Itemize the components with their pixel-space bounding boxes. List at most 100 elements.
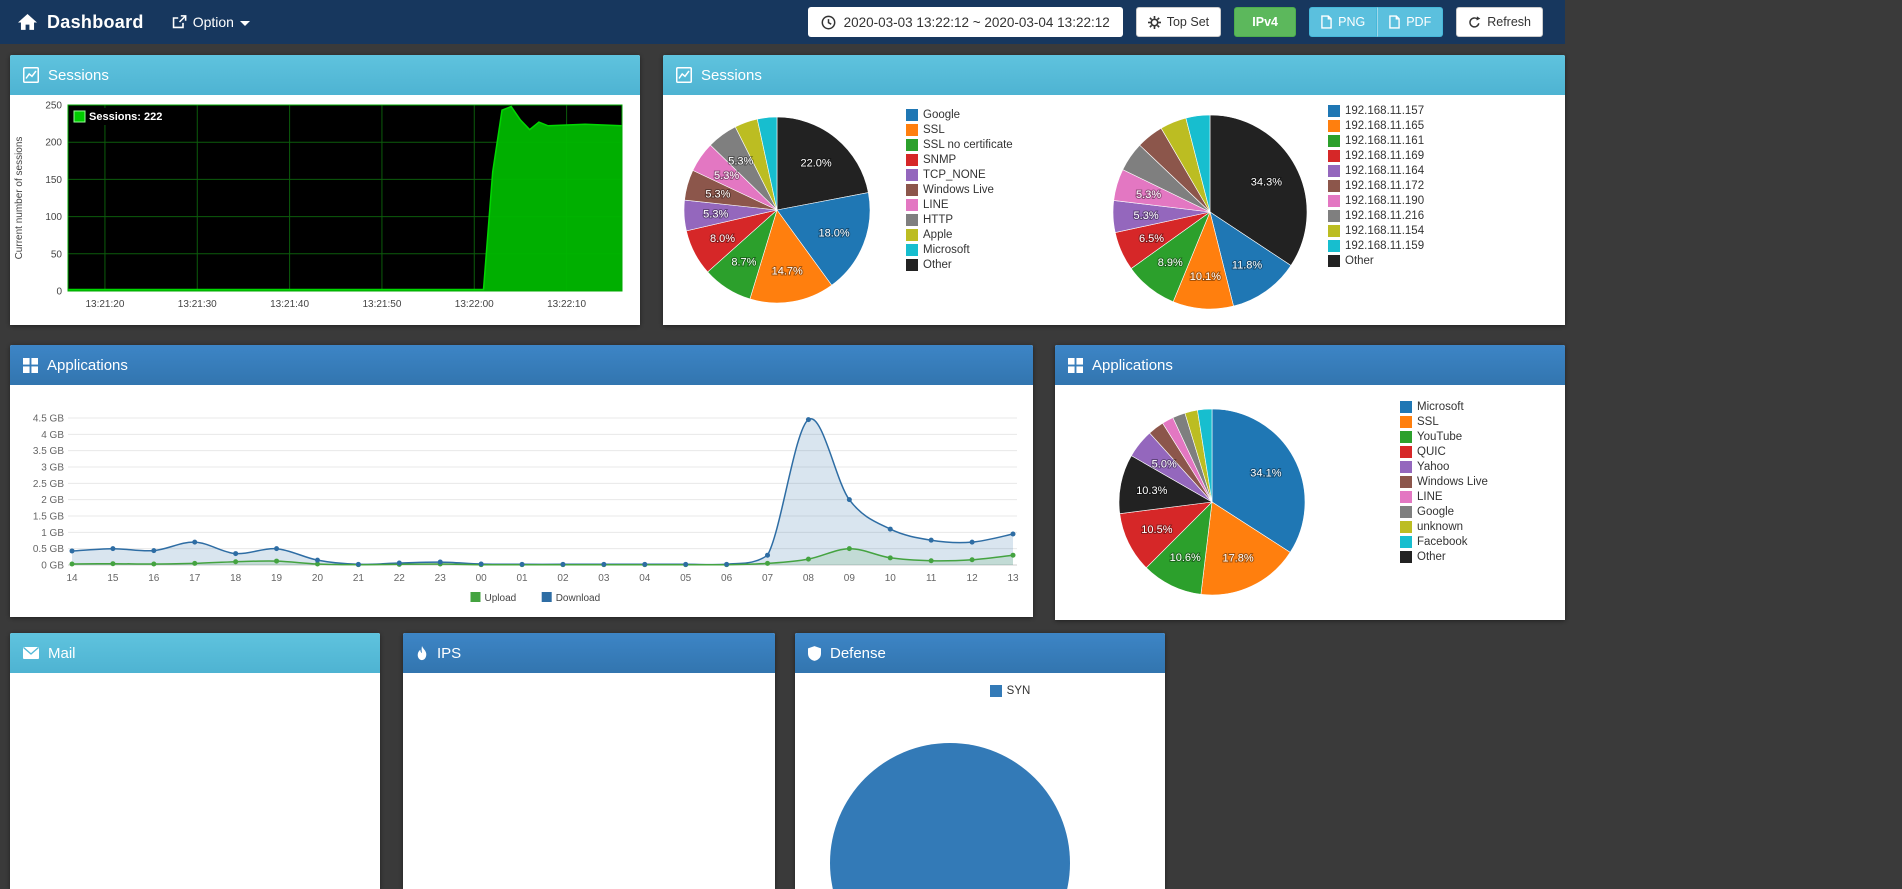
home-icon[interactable] (18, 13, 37, 31)
sessions-line-chart[interactable]: 0 50 100 150 200 250 13:21:20 13:21:30 13:21:40 1… (10, 95, 640, 325)
legend-item[interactable]: YouTube (1400, 431, 1488, 443)
legend-item[interactable]: SSL no certificate (906, 139, 1013, 151)
legend-item[interactable]: QUIC (1400, 446, 1488, 458)
svg-text:11: 11 (926, 573, 937, 584)
legend-swatch (1400, 521, 1412, 533)
panel-body-applications-area: 0 GB 0.5 GB 1 GB 1.5 GB 2 GB 2.5 GB 3 GB 3.5 GB… (10, 385, 1033, 617)
export-png-button[interactable]: PNG (1309, 7, 1378, 37)
legend-item[interactable]: HTTP (906, 214, 1013, 226)
legend-item[interactable]: SSL (906, 124, 1013, 136)
legend-label: Microsoft (923, 244, 970, 256)
legend-item[interactable]: Other (1328, 255, 1424, 267)
sessions-protocol-pie-legend: Google SSL SSL no certificate SNMP TCP_NONE W… (906, 109, 1013, 274)
legend-label: SSL (923, 124, 945, 136)
defense-pie-chart[interactable] (795, 673, 1165, 889)
pie-slice[interactable] (756, 116, 778, 211)
legend-item[interactable]: SNMP (906, 154, 1013, 166)
pie-slice[interactable] (749, 209, 833, 304)
applications-pie-chart[interactable]: 34.1% 17.8% 10.6% 10.5% 10.3% 5.0% (1055, 385, 1375, 618)
pie-percent-label: 5.3% (1136, 189, 1161, 201)
option-menu[interactable]: Option (172, 14, 250, 30)
legend-item[interactable]: 192.168.11.172 (1328, 180, 1424, 192)
pie-slice[interactable] (1200, 501, 1291, 596)
svg-text:03: 03 (598, 573, 610, 584)
pie-slice[interactable] (1209, 211, 1292, 307)
legend-item[interactable]: 192.168.11.216 (1328, 210, 1424, 222)
top-set-button[interactable]: Top Set (1135, 7, 1222, 37)
panel-applications-area: Applications 0 GB 0.5 GB 1 GB 1.5 GB 2 GB 2.5… (10, 345, 1033, 617)
legend-item[interactable]: Microsoft (906, 244, 1013, 256)
pie-percent-label: 18.0% (818, 228, 849, 240)
pie-slice[interactable] (776, 116, 869, 211)
sessions-ip-pie-chart[interactable]: 34.3% 11.8% 10.1% 8.9% 6.5% 5.3% 5.3% (1093, 95, 1333, 325)
pie-slice[interactable] (776, 192, 871, 286)
export-pdf-button[interactable]: PDF (1377, 7, 1444, 37)
applications-area-chart[interactable]: 0 GB 0.5 GB 1 GB 1.5 GB 2 GB 2.5 GB 3 GB 3.5 GB… (10, 385, 1033, 617)
defense-pie-legend: SYN (855, 685, 1165, 700)
legend-item[interactable]: SSL (1400, 416, 1488, 428)
legend-item[interactable]: LINE (906, 199, 1013, 211)
legend-label: 192.168.11.157 (1345, 105, 1425, 117)
legend-item[interactable]: Windows Live (1400, 476, 1488, 488)
legend-item[interactable]: LINE (1400, 491, 1488, 503)
svg-text:19: 19 (271, 573, 283, 584)
legend-item[interactable]: TCP_NONE (906, 169, 1013, 181)
legend-item[interactable]: 192.168.11.161 (1328, 135, 1424, 147)
panel-body-mail (10, 673, 380, 889)
dashboard-app: Dashboard Option 2020-03-03 13:22:12 ~ 2… (0, 0, 1565, 889)
pie-percent-label: 10.5% (1141, 524, 1172, 536)
svg-text:12: 12 (967, 573, 979, 584)
legend-label: Facebook (1417, 536, 1468, 548)
refresh-button[interactable]: Refresh (1456, 7, 1543, 37)
legend-swatch (1400, 431, 1412, 443)
legend-item[interactable]: 192.168.11.159 (1328, 240, 1424, 252)
sessions-protocol-pie-chart[interactable]: 22.0% 18.0% 14.7% 8.7% 8.0% 5.3% 5.3% 5.3% 5.3% (665, 95, 895, 325)
legend-item[interactable]: 192.168.11.164 (1328, 165, 1424, 177)
date-range-picker[interactable]: 2020-03-03 13:22:12 ~ 2020-03-04 13:22:1… (807, 7, 1123, 37)
legend-item[interactable]: Yahoo (1400, 461, 1488, 473)
pie-percent-label: 5.0% (1152, 459, 1177, 471)
legend-item[interactable]: SYN (989, 685, 1030, 697)
ip-version-button[interactable]: IPv4 (1234, 7, 1297, 37)
legend-item[interactable]: Google (906, 109, 1013, 121)
legend-item[interactable]: Facebook (1400, 536, 1488, 548)
legend-swatch (906, 139, 918, 151)
applications-pie-legend: Microsoft SSL YouTube QUIC Yahoo Windows Live… (1400, 401, 1488, 566)
legend-item[interactable]: 192.168.11.157 (1328, 105, 1424, 117)
legend-swatch (989, 685, 1002, 697)
pie-percent-label: 5.3% (728, 156, 753, 168)
legend-label: SSL (1417, 416, 1439, 428)
pie-slice[interactable] (1185, 114, 1211, 213)
pie-slice[interactable] (830, 743, 1070, 889)
legend-item[interactable]: 192.168.11.165 (1328, 120, 1424, 132)
legend-item[interactable]: Microsoft (1400, 401, 1488, 413)
legend-item[interactable]: 192.168.11.154 (1328, 225, 1424, 237)
legend-item[interactable]: Windows Live (906, 184, 1013, 196)
legend-item[interactable]: Other (1400, 551, 1488, 563)
legend-swatch (1328, 120, 1340, 132)
legend-label: 192.168.11.161 (1345, 135, 1425, 147)
legend-swatch (1328, 210, 1340, 222)
legend-item[interactable]: 192.168.11.169 (1328, 150, 1424, 162)
legend-swatch (1328, 135, 1340, 147)
svg-text:18: 18 (230, 573, 242, 584)
legend-item[interactable]: unknown (1400, 521, 1488, 533)
legend-label: Other (923, 259, 952, 271)
legend-item[interactable]: Other (906, 259, 1013, 271)
shield-icon (808, 645, 821, 661)
legend-item[interactable]: Google (1400, 506, 1488, 518)
legend-swatch (1400, 476, 1412, 488)
panel-sessions-pies: Sessions 22.0% 18.0% 14.7% 8.7% 8.0% 5.3% 5.3%… (663, 55, 1565, 325)
svg-text:0.5 GB: 0.5 GB (33, 544, 64, 555)
pie-slice[interactable] (1211, 408, 1306, 553)
legend-item[interactable]: Apple (906, 229, 1013, 241)
pie-slice[interactable] (1197, 408, 1213, 503)
legend-swatch (1328, 165, 1340, 177)
legend-label: 192.168.11.164 (1345, 165, 1425, 177)
legend-swatch (906, 199, 918, 211)
svg-text:05: 05 (680, 573, 692, 584)
legend-item[interactable]: 192.168.11.190 (1328, 195, 1424, 207)
legend-label: 192.168.11.159 (1345, 240, 1425, 252)
pie-percent-label: 5.3% (714, 170, 739, 182)
panel-body-sessions-pies: 22.0% 18.0% 14.7% 8.7% 8.0% 5.3% 5.3% 5.3% 5.3% … (663, 95, 1565, 325)
